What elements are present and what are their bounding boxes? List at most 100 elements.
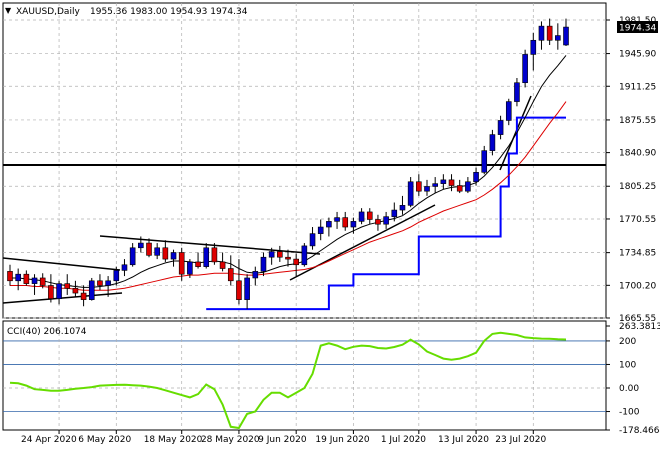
candle-body[interactable]	[522, 54, 528, 84]
time-axis-label: 23 Jul 2020	[495, 435, 546, 445]
candle-body[interactable]	[244, 277, 250, 300]
current-price-tag	[617, 21, 658, 33]
candle-body[interactable]	[342, 217, 349, 228]
candle-body[interactable]	[334, 217, 340, 222]
candle-body[interactable]	[88, 280, 95, 300]
time-axis-label: 6 May 2020	[78, 435, 131, 445]
candle-body[interactable]	[293, 258, 299, 266]
candle-body[interactable]	[252, 271, 259, 279]
candle-body[interactable]	[187, 261, 193, 275]
price-axis-label: 1734.85	[619, 249, 656, 259]
candle-body[interactable]	[407, 181, 414, 206]
candle-body[interactable]	[203, 247, 210, 267]
candle-body[interactable]	[317, 226, 324, 234]
candle-body[interactable]	[309, 233, 316, 247]
candle-body[interactable]	[15, 273, 21, 282]
candle-body[interactable]	[416, 181, 422, 192]
candle-body[interactable]	[301, 245, 308, 266]
candle-body[interactable]	[195, 261, 201, 267]
candle-body[interactable]	[448, 179, 455, 186]
candle-body[interactable]	[219, 261, 226, 269]
candle-body[interactable]	[227, 268, 234, 282]
cci-axis-label: 100	[619, 360, 636, 370]
trendline-steep[interactable]	[499, 95, 532, 171]
candle-body[interactable]	[530, 39, 537, 55]
candle-body[interactable]	[105, 280, 111, 286]
candle-body[interactable]	[391, 209, 398, 217]
price-axis-label: 1911.25	[619, 82, 656, 92]
candle-body[interactable]	[56, 283, 62, 300]
symbol-label: XAUUSD,Daily	[16, 7, 80, 17]
cci-line[interactable]	[9, 331, 567, 430]
candle-body[interactable]	[383, 216, 389, 225]
candle-body[interactable]	[375, 219, 381, 225]
candle-body[interactable]	[440, 179, 447, 184]
candle-body[interactable]	[456, 185, 463, 192]
cci-axis-label: 263.3813	[619, 322, 660, 332]
candle-body[interactable]	[555, 35, 561, 41]
price-axis-label: 1805.25	[619, 182, 656, 192]
price-panel[interactable]	[2, 2, 607, 319]
candle-body[interactable]	[465, 181, 471, 192]
trendline-upper-left[interactable]	[2, 257, 121, 271]
cci-panel[interactable]	[2, 320, 607, 431]
candle-body[interactable]	[97, 280, 103, 286]
candle-body[interactable]	[260, 256, 267, 272]
candle-body[interactable]	[481, 150, 488, 173]
candle-body[interactable]	[514, 82, 520, 102]
support-step-line[interactable]	[206, 116, 566, 311]
candle-body[interactable]	[489, 134, 496, 151]
candle-body[interactable]	[7, 271, 13, 282]
trendline-lower-left[interactable]	[2, 292, 123, 304]
candle-body[interactable]	[113, 270, 120, 282]
candle-body[interactable]	[563, 26, 569, 46]
candle-body[interactable]	[326, 221, 332, 228]
candle-body[interactable]	[211, 247, 218, 263]
candle-body[interactable]	[138, 242, 144, 249]
trendline-mid[interactable]	[99, 235, 321, 255]
cci-axis-label: 0.00	[619, 384, 639, 394]
price-axis-label: 1700.20	[619, 281, 656, 291]
cci-axis-label: -100	[619, 408, 640, 418]
candle-body[interactable]	[31, 277, 38, 284]
candle-body[interactable]	[80, 292, 87, 300]
candle-body[interactable]	[39, 277, 46, 286]
candle-body[interactable]	[399, 205, 406, 211]
candle-body[interactable]	[178, 252, 185, 275]
candle-body[interactable]	[285, 256, 291, 260]
candle-body[interactable]	[432, 183, 438, 187]
candle-body[interactable]	[277, 251, 283, 258]
candle-body[interactable]	[170, 252, 177, 260]
candle-body[interactable]	[121, 264, 128, 271]
candle-body[interactable]	[497, 120, 504, 135]
candle-body[interactable]	[350, 221, 357, 228]
candle-body[interactable]	[154, 247, 160, 256]
ohlc-readout: 1955.36 1983.00 1954.93 1974.34	[90, 7, 248, 17]
candle-body[interactable]	[424, 186, 430, 192]
price-axis: 1981.501945.901911.251875.551840.901805.…	[606, 16, 656, 324]
price-series	[7, 18, 569, 311]
menu-triangle-icon[interactable]: ▼	[5, 6, 12, 15]
candle-body[interactable]	[48, 285, 54, 300]
candle-body[interactable]	[64, 283, 71, 289]
time-axis-label: 1 Jul 2020	[381, 435, 426, 445]
candle-body[interactable]	[358, 211, 365, 222]
candle-body[interactable]	[473, 172, 479, 183]
time-axis-label: 18 May 2020	[144, 435, 203, 445]
candle-body[interactable]	[366, 211, 373, 220]
candle-body[interactable]	[162, 247, 169, 260]
candle-body[interactable]	[538, 25, 545, 41]
ma-slow-line[interactable]	[10, 101, 567, 291]
candle-body[interactable]	[146, 242, 152, 256]
candle-body[interactable]	[23, 273, 30, 284]
candle-body[interactable]	[505, 101, 512, 121]
candle-body[interactable]	[236, 280, 242, 300]
candle-body[interactable]	[129, 247, 136, 266]
candle-body[interactable]	[546, 25, 553, 41]
time-axis-label: 28 May 2020	[201, 435, 260, 445]
candle-body[interactable]	[268, 251, 275, 258]
candle-body[interactable]	[72, 288, 79, 294]
current-price-label: 1974.34	[619, 24, 656, 34]
